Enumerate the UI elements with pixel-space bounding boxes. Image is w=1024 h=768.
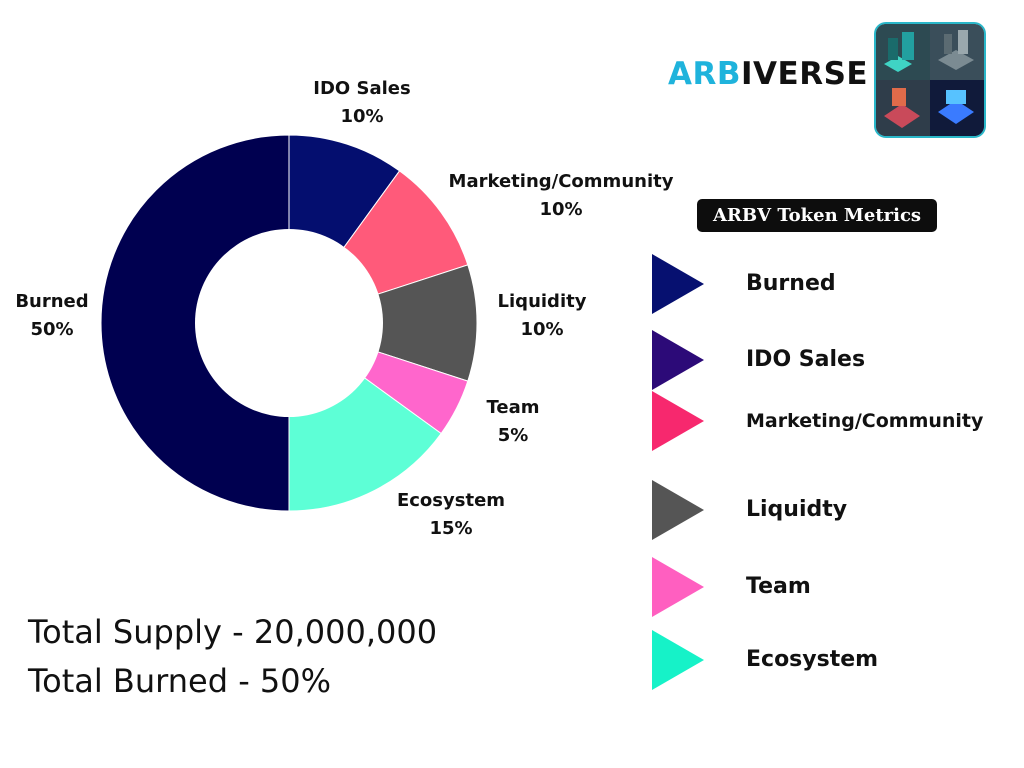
triangle-icon <box>652 480 704 540</box>
slice-label-name: Ecosystem <box>397 490 505 511</box>
slice-label-name: IDO Sales <box>313 78 410 99</box>
slice-label-value: 10% <box>340 106 383 127</box>
triangle-icon <box>652 254 704 314</box>
legend-title: ARBV Token Metrics <box>697 199 937 232</box>
legend-label: Liquidty <box>746 497 848 522</box>
legend-item-liquidity: Liquidty <box>652 480 1012 540</box>
slice-label-value: 50% <box>30 319 73 340</box>
slice-label-name: Burned <box>15 291 88 312</box>
legend-label: Marketing/Community <box>746 410 984 432</box>
slice-label-name: Liquidity <box>498 291 587 312</box>
total-burned-text: Total Burned - 50% <box>28 662 332 700</box>
legend-label: Ecosystem <box>746 647 879 672</box>
legend-item-ecosystem: Ecosystem <box>652 630 1012 690</box>
slice-labels: IDO Sales 10% Marketing/Community 10% Liquid… <box>15 78 673 539</box>
legend-label: IDO Sales <box>746 347 866 372</box>
slice-label-value: 15% <box>429 518 472 539</box>
brand-wordmark-part1: ARB <box>668 56 741 92</box>
brand-wordmark: ARBIVERSE <box>668 56 868 92</box>
slice-label-value: 5% <box>498 425 529 446</box>
legend-item-ido-sales: IDO Sales <box>652 330 1012 390</box>
brand-logo-image <box>874 22 986 138</box>
triangle-icon <box>652 391 704 451</box>
brand-wordmark-part2: IVERSE <box>741 56 869 92</box>
donut-hole <box>195 229 383 417</box>
legend-item-team: Team <box>652 557 1012 617</box>
triangle-icon <box>652 630 704 690</box>
legend-label: Burned <box>746 271 836 296</box>
total-supply-text: Total Supply - 20,000,000 <box>28 613 438 651</box>
isometric-city-logo-icon <box>876 24 984 136</box>
triangle-icon <box>652 557 704 617</box>
slice-label-name: Team <box>487 397 540 418</box>
legend-item-marketing-community: Marketing/Community <box>652 391 1012 451</box>
triangle-icon <box>652 330 704 390</box>
slice-label-name: Marketing/Community <box>449 171 674 192</box>
legend-label: Team <box>746 574 811 599</box>
slice-label-value: 10% <box>539 199 582 220</box>
legend-item-burned: Burned <box>652 254 1012 314</box>
slice-label-value: 10% <box>520 319 563 340</box>
